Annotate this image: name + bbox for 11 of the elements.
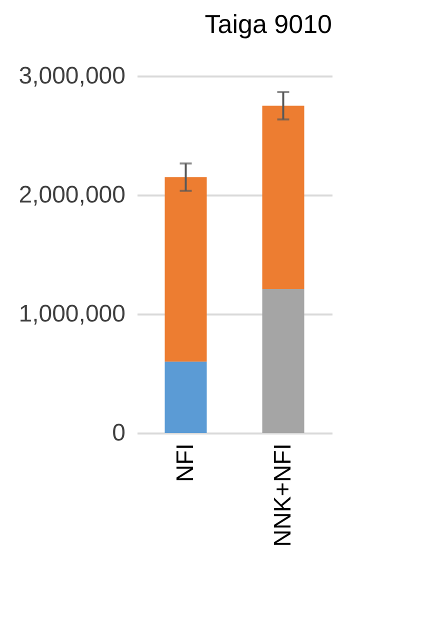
x-tick-label: NFI [172,444,199,482]
y-tick-label: 0 [112,420,126,446]
bar [262,106,304,290]
y-tick-label: 3,000,000 [18,62,126,90]
y-tick-label: 1,000,000 [18,300,126,328]
bar [164,362,207,433]
bar [164,177,207,362]
x-tick-label: NNK+NFI [269,444,296,547]
chart-title: Taiga 9010 [204,9,332,39]
bar [262,289,304,433]
y-tick-label: 2,000,000 [18,182,126,208]
